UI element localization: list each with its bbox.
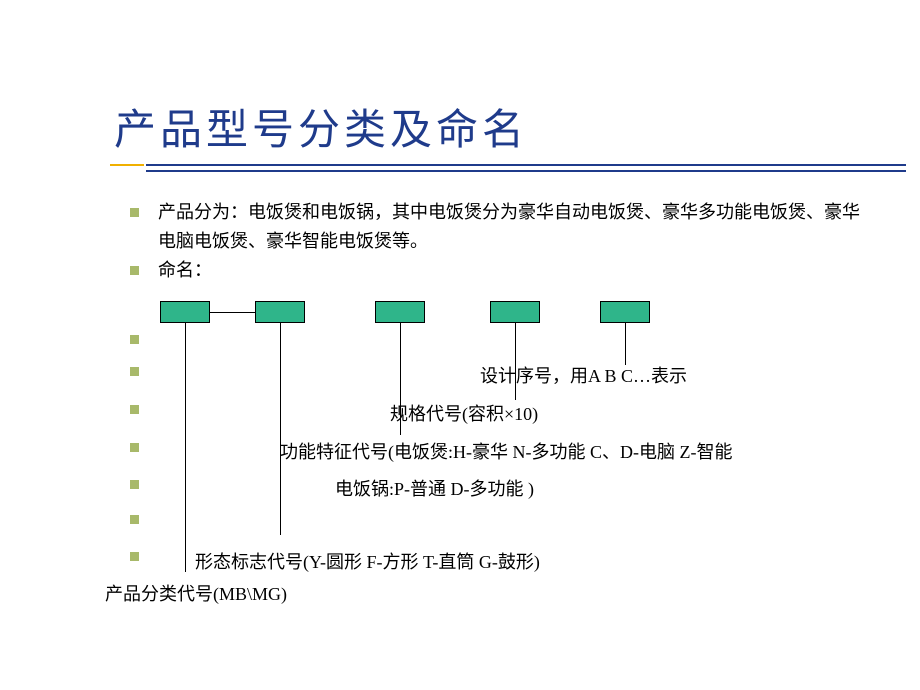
box-connector	[210, 312, 255, 313]
bullet-icon	[130, 266, 139, 275]
bullet-icon	[130, 405, 139, 414]
title-underline-1	[146, 164, 906, 166]
code-box	[600, 301, 650, 323]
bullet-icon	[130, 443, 139, 452]
code-box	[375, 301, 425, 323]
bullet-item: 命名：	[130, 256, 860, 285]
bullet-text: 产品分为：电饭煲和电饭锅，其中电饭煲分为豪华自动电饭煲、豪华多功能电饭煲、豪华电…	[158, 202, 860, 251]
stem-line	[625, 323, 626, 365]
stem-line	[280, 323, 281, 535]
bullet-icon	[130, 515, 139, 524]
slide-title: 产品型号分类及命名	[114, 96, 528, 157]
code-box	[255, 301, 305, 323]
stem-line	[400, 323, 401, 435]
stem-line	[185, 323, 186, 572]
stem-line	[515, 323, 516, 400]
bottom-label: 产品分类代号(MB\MG)	[105, 580, 287, 606]
diagram-label: 电饭锅:P-普通 D-多功能 )	[335, 475, 534, 501]
diagram-label: 形态标志代号(Y-圆形 F-方形 T-直筒 G-鼓形)	[195, 548, 540, 574]
bullet-text: 命名：	[158, 260, 212, 280]
diagram-label: 设计序号，用A B C…表示	[480, 362, 687, 388]
diagram-label: 规格代号(容积×10)	[390, 400, 538, 426]
code-box	[490, 301, 540, 323]
bullet-icon	[130, 208, 139, 217]
bullet-item: 产品分为：电饭煲和电饭锅，其中电饭煲分为豪华自动电饭煲、豪华多功能电饭煲、豪华电…	[130, 198, 860, 256]
bullet-icon	[130, 552, 139, 561]
bullet-icon	[130, 480, 139, 489]
bullet-icon	[130, 367, 139, 376]
code-box	[160, 301, 210, 323]
diagram-label: 功能特征代号(电饭煲:H-豪华 N-多功能 C、D-电脑 Z-智能	[280, 438, 732, 464]
title-underline-2	[146, 170, 906, 172]
bullet-list: 产品分为：电饭煲和电饭锅，其中电饭煲分为豪华自动电饭煲、豪华多功能电饭煲、豪华电…	[130, 198, 860, 285]
title-accent-line	[110, 164, 144, 166]
slide: 产品型号分类及命名 产品分为：电饭煲和电饭锅，其中电饭煲分为豪华自动电饭煲、豪华…	[0, 0, 920, 690]
bullet-icon	[130, 335, 139, 344]
